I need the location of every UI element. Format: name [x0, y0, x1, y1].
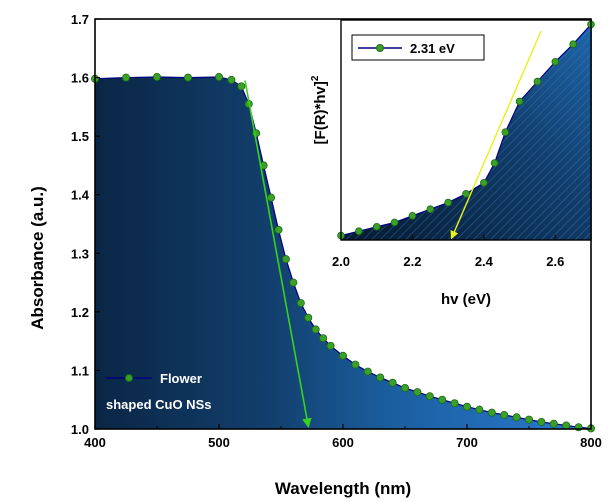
absorbance-point-2	[152, 72, 161, 81]
absorbance-point-10	[267, 193, 276, 202]
absorbance-point-30	[475, 405, 484, 414]
absorbance-point-29	[462, 402, 471, 411]
absorbance-point-17	[319, 334, 328, 343]
inset-point-9	[490, 159, 499, 167]
inset-point-2	[372, 223, 381, 231]
absorbance-point-18	[326, 341, 335, 350]
inset-x-axis-ticks: 2.0 2.2 2.4 2.6	[332, 235, 564, 269]
inset-point-3	[390, 218, 399, 227]
inset-y-axis-title: [F(R)*hv]2	[310, 75, 329, 144]
absorbance-point-25	[413, 388, 422, 397]
absorbance-point-24	[400, 383, 409, 392]
inset-point-13	[551, 57, 560, 66]
inset-point-10	[501, 128, 510, 137]
inset-y-axis-title-main: [F(R)*hv]	[312, 81, 329, 144]
y-tick-label-6: 1.6	[71, 71, 89, 86]
absorbance-point-14	[296, 299, 305, 308]
absorbance-point-15	[304, 313, 313, 322]
x-tick-label-4: 800	[580, 435, 602, 450]
inset-x-tick-label-0: 2.0	[332, 254, 350, 269]
absorbance-area-fill	[95, 77, 591, 429]
x-axis-ticks: 400 500 600 700 800	[84, 424, 602, 450]
inset-frame	[340, 19, 592, 241]
inset-x-tick-label-3: 2.6	[546, 254, 564, 269]
absorbance-point-34	[525, 415, 534, 424]
absorbance-point-1	[122, 73, 131, 82]
inset-point-4	[408, 212, 417, 220]
y-tick-label-4: 1.4	[71, 188, 90, 203]
absorbance-point-26	[425, 392, 434, 401]
x-tick-label-1: 500	[208, 435, 230, 450]
absorbance-point-22	[376, 373, 385, 382]
inset-point-11	[515, 97, 524, 106]
absorbance-point-19	[338, 351, 347, 360]
absorbance-point-6	[237, 82, 246, 91]
inset-point-14	[569, 40, 577, 48]
absorbance-point-32	[500, 410, 509, 419]
inset-legend-marker-sample	[376, 44, 384, 52]
absorbance-point-21	[363, 367, 372, 376]
absorbance-point-31	[487, 408, 496, 417]
absorbance-point-11	[274, 225, 283, 234]
y-tick-label-0: 1.0	[71, 422, 89, 437]
y-tick-label-3: 1.3	[71, 246, 89, 261]
absorbance-point-3	[183, 73, 192, 82]
inset-point-12	[533, 77, 542, 86]
absorbance-point-35	[537, 417, 546, 426]
absorbance-point-28	[450, 399, 459, 408]
y-tick-label-2: 1.2	[71, 305, 89, 320]
y-axis-title: Absorbance (a.u.)	[28, 186, 47, 330]
absorbance-point-12	[281, 255, 290, 264]
x-axis-title: Wavelength (nm)	[275, 479, 411, 498]
x-tick-label-0: 400	[84, 435, 106, 450]
inset-point-8	[480, 179, 488, 187]
inset-line	[340, 23, 592, 237]
absorbance-point-27	[438, 395, 447, 404]
absorbance-point-13	[289, 278, 298, 287]
inset-point-1	[355, 227, 363, 236]
inset-point-6	[444, 198, 452, 207]
absorbance-point-4	[214, 72, 223, 81]
absorbance-point-16	[311, 325, 320, 334]
legend-label-line1: Flower	[160, 371, 202, 386]
inset-point-7	[462, 190, 470, 198]
inset-legend: 2.31 eV	[351, 34, 485, 61]
y-axis-ticks: 1.0 1.1 1.2 1.3 1.4 1.5 1.6 1.7	[71, 12, 100, 437]
inset-markers	[337, 20, 595, 240]
inset-x-axis-title: hv (eV)	[441, 291, 491, 308]
legend-label-line2: shaped CuO NSs	[106, 397, 211, 412]
inset-area-hatch	[341, 24, 591, 241]
legend-marker-sample	[125, 374, 133, 382]
inset-point-5	[426, 205, 435, 214]
absorbance-point-5	[227, 75, 236, 84]
absorbance-point-20	[351, 360, 360, 369]
inset-x-tick-label-1: 2.2	[403, 254, 421, 269]
absorbance-point-37	[562, 421, 571, 430]
tangent-arrow-main	[244, 80, 312, 428]
y-tick-label-1: 1.1	[71, 363, 89, 378]
absorbance-point-33	[512, 413, 521, 422]
legend: Flower shaped CuO NSs	[106, 371, 211, 412]
absorbance-point-36	[549, 419, 558, 428]
y-tick-label-5: 1.5	[71, 129, 89, 144]
inset-legend-label: 2.31 eV	[410, 41, 455, 56]
inset-x-tick-label-2: 2.4	[475, 254, 494, 269]
inset-plot: 2.0 2.2 2.4 2.6 hv (eV) [F(R)*hv]2 2.31 eV	[310, 19, 595, 308]
inset-y-axis-title-superscript: 2	[310, 75, 321, 81]
absorbance-point-23	[388, 378, 397, 387]
y-tick-label-7: 1.7	[71, 12, 89, 27]
x-tick-label-3: 700	[456, 435, 478, 450]
absorbance-line	[94, 76, 592, 429]
x-tick-label-2: 600	[332, 435, 354, 450]
tangent-arrow-inset	[450, 30, 542, 240]
